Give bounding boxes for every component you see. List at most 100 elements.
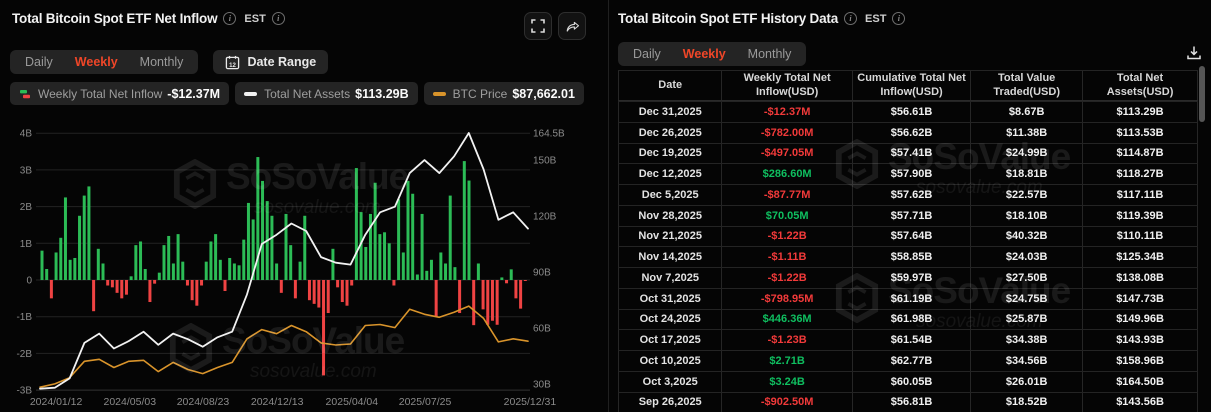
cumulative-cell: $57.90B — [853, 164, 972, 184]
svg-text:2025/12/31: 2025/12/31 — [504, 396, 557, 408]
assets-cell: $158.96B — [1083, 351, 1198, 371]
inflow-cell: -$798.95M — [722, 288, 853, 309]
cumulative-cell: $57.71B — [853, 205, 972, 226]
column-header: Weekly Total Net Inflow(USD) — [722, 71, 853, 100]
info-icon[interactable]: i — [223, 12, 237, 25]
cumulative-cell: $61.98B — [853, 309, 972, 330]
legend-net-assets[interactable]: Total Net Assets $113.29B — [235, 82, 418, 105]
date-cell: Nov 21,2025 — [618, 226, 723, 247]
legend-label: BTC Price — [452, 86, 508, 101]
svg-text:1B: 1B — [20, 239, 33, 250]
tab-monthly[interactable]: Monthly — [747, 47, 792, 61]
inflow-cell: $446.36M — [722, 309, 853, 330]
legend-value: -$12.37M — [167, 86, 221, 101]
table-row: Oct 10,2025 $2.71B $62.77B $34.56B $158.96B — [618, 350, 1198, 371]
date-range-button[interactable]: 12 Date Range — [213, 50, 329, 74]
net-inflow-chart-panel: Total Bitcoin Spot ETF Net Inflow i EST … — [10, 11, 586, 408]
legend-value: $87,662.01 — [512, 86, 575, 101]
traded-cell: $24.99B — [971, 143, 1084, 164]
table-row: Oct 3,2025 $3.24B $60.05B $26.01B $164.50B — [618, 370, 1198, 392]
svg-text:3B: 3B — [20, 165, 33, 176]
cumulative-cell: $58.85B — [853, 247, 972, 267]
inflow-cell: -$1.11B — [722, 247, 853, 267]
date-cell: Nov 28,2025 — [618, 205, 723, 226]
tab-monthly[interactable]: Monthly — [139, 55, 184, 69]
traded-cell: $34.38B — [971, 330, 1084, 350]
svg-text:2024/08/23: 2024/08/23 — [177, 396, 230, 408]
assets-cell: $110.11B — [1083, 226, 1198, 247]
assets-cell: $138.08B — [1083, 268, 1198, 288]
est-label: EST — [244, 12, 266, 25]
table-row: Oct 24,2025 $446.36M $61.98B $25.87B $149.96… — [618, 308, 1198, 330]
chart-panel-title: Total Bitcoin Spot ETF Net Inflow — [12, 11, 218, 26]
date-cell: Sep 26,2025 — [618, 392, 723, 412]
fullscreen-icon — [531, 19, 545, 33]
table-row: Nov 28,2025 $70.05M $57.71B $18.10B $119.39B — [618, 204, 1198, 226]
cumulative-cell: $61.19B — [853, 288, 972, 309]
column-header: Total Net Assets(USD) — [1083, 71, 1198, 100]
date-cell: Dec 5,2025 — [618, 185, 723, 205]
cumulative-cell: $62.77B — [853, 351, 972, 371]
svg-text:2024/05/03: 2024/05/03 — [104, 396, 157, 408]
table-row: Dec 5,2025 -$87.77M $57.62B $22.57B $117.11B — [618, 184, 1198, 205]
history-data-panel: Total Bitcoin Spot ETF History Data i ES… — [608, 0, 1211, 412]
tab-daily[interactable]: Daily — [633, 47, 661, 61]
legend-label: Weekly Total Net Inflow — [38, 86, 163, 101]
svg-text:0: 0 — [26, 276, 32, 287]
traded-cell: $11.38B — [971, 122, 1084, 143]
share-button[interactable] — [558, 12, 586, 40]
chart-interval-tabs: Daily Weekly Monthly — [10, 50, 199, 74]
traded-cell: $40.32B — [971, 226, 1084, 247]
column-header: Date — [618, 71, 723, 100]
table-row: Dec 31,2025 -$12.37M $56.61B $8.67B $113.29B — [618, 101, 1198, 122]
date-cell: Oct 24,2025 — [618, 309, 723, 330]
info-icon[interactable]: i — [892, 12, 906, 25]
inflow-cell: $2.71B — [722, 351, 853, 371]
date-cell: Dec 31,2025 — [618, 102, 723, 122]
traded-cell: $18.52B — [971, 392, 1084, 412]
share-icon — [566, 21, 579, 32]
table-scrollbar[interactable] — [1199, 66, 1205, 122]
fullscreen-button[interactable] — [524, 12, 552, 40]
inflow-cell: -$1.22B — [722, 268, 853, 288]
svg-text:4B: 4B — [20, 129, 33, 140]
svg-text:60B: 60B — [533, 324, 551, 335]
date-cell: Nov 14,2025 — [618, 247, 723, 267]
history-table-body: Dec 31,2025 -$12.37M $56.61B $8.67B $113.29B… — [618, 101, 1198, 412]
legend-label: Total Net Assets — [264, 86, 351, 101]
legend-net-inflow[interactable]: Weekly Total Net Inflow -$12.37M — [10, 82, 230, 105]
assets-cell: $147.73B — [1083, 288, 1198, 309]
svg-text:-1B: -1B — [16, 312, 32, 323]
white-dash-icon — [244, 91, 258, 96]
date-range-label: Date Range — [247, 55, 317, 69]
inflow-cell: -$12.37M — [722, 102, 853, 122]
legend-btc-price[interactable]: BTC Price $87,662.01 — [423, 82, 584, 105]
info-icon[interactable]: i — [271, 12, 285, 25]
cumulative-cell: $57.41B — [853, 143, 972, 164]
cumulative-cell: $60.05B — [853, 371, 972, 392]
table-row: Oct 31,2025 -$798.95M $61.19B $24.75B $147.7… — [618, 287, 1198, 309]
traded-cell: $24.03B — [971, 247, 1084, 267]
chart-legend: Weekly Total Net Inflow -$12.37M Total N… — [10, 82, 584, 105]
date-cell: Nov 7,2025 — [618, 268, 723, 288]
inflow-cell: $3.24B — [722, 371, 853, 392]
tab-weekly[interactable]: Weekly — [74, 55, 118, 69]
table-row: Dec 12,2025 $286.60M $57.90B $18.81B $118.27… — [618, 163, 1198, 184]
inflow-cell: -$782.00M — [722, 122, 853, 143]
info-icon[interactable]: i — [844, 12, 858, 25]
tab-weekly[interactable]: Weekly — [682, 47, 726, 61]
tab-daily[interactable]: Daily — [25, 55, 53, 69]
traded-cell: $24.75B — [971, 288, 1084, 309]
svg-text:90B: 90B — [533, 268, 551, 279]
date-cell: Dec 26,2025 — [618, 122, 723, 143]
table-panel-title: Total Bitcoin Spot ETF History Data — [618, 11, 839, 26]
assets-cell: $164.50B — [1083, 371, 1198, 392]
history-table: Date Weekly Total Net Inflow(USD) Cumulati… — [618, 70, 1198, 412]
download-button[interactable] — [1181, 40, 1207, 66]
inflow-bars-icon — [20, 89, 30, 98]
assets-cell: $149.96B — [1083, 309, 1198, 330]
column-header: Total Value Traded(USD) — [971, 71, 1084, 100]
download-icon — [1187, 46, 1201, 60]
assets-cell: $125.34B — [1083, 247, 1198, 267]
